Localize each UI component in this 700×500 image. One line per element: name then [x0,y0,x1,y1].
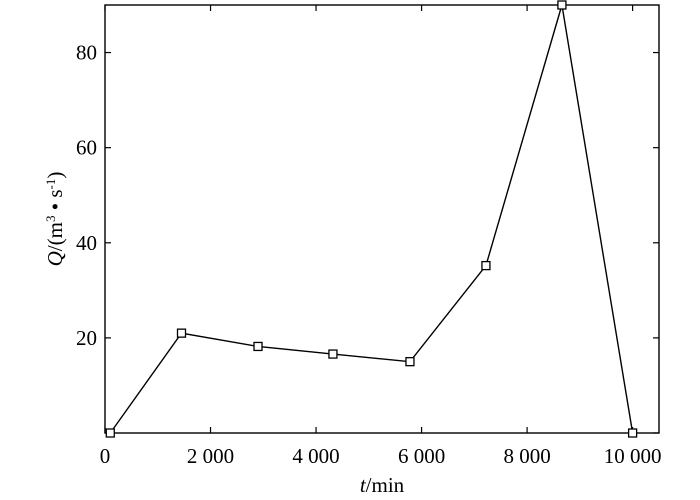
series-group [105,0,638,438]
x-axis-label: t/min [360,473,405,497]
x-tick-label: 10 000 [604,444,662,468]
y-tick-label: 60 [76,136,97,160]
y-tick-label: 20 [76,326,97,350]
x-tick-label: 8 000 [503,444,550,468]
data-point-marker [627,428,638,438]
y-tick-labels: 20 40 60 80 [76,41,97,350]
data-point-marker [105,428,115,438]
x-tick-label: 6 000 [398,444,445,468]
data-point-marker [481,260,491,271]
x-tick-label: 4 000 [292,444,339,468]
y-axis-sup-1: 3 [43,216,58,223]
x-axis-unit: /min [366,473,405,497]
y-axis-var: Q [43,251,67,266]
data-point-marker [328,349,338,359]
plot-frame [104,4,660,434]
data-point-marker [176,328,187,338]
x-tick-labels: 0 2 000 4 000 6 000 8 000 10 000 [100,444,662,468]
y-axis-sup-2: -1 [43,179,58,190]
y-tick-label: 80 [76,41,97,65]
x-axis-var: t [360,473,367,497]
x-tick-label: 0 [100,444,111,468]
data-point-marker [405,357,415,367]
x-tick-label: 2 000 [187,444,234,468]
y-axis-unit-suffix: ) [43,172,67,179]
data-point-marker [253,341,263,352]
y-axis-label: Q/(m3 • s-1) [43,172,68,267]
y-axis-unit-prefix: /(m [43,222,67,251]
y-tick-label: 40 [76,231,97,255]
series-line [109,4,634,434]
y-axis-unit-mid: • s [43,189,67,215]
data-point-marker [557,0,567,10]
axis-ticks [104,5,659,434]
